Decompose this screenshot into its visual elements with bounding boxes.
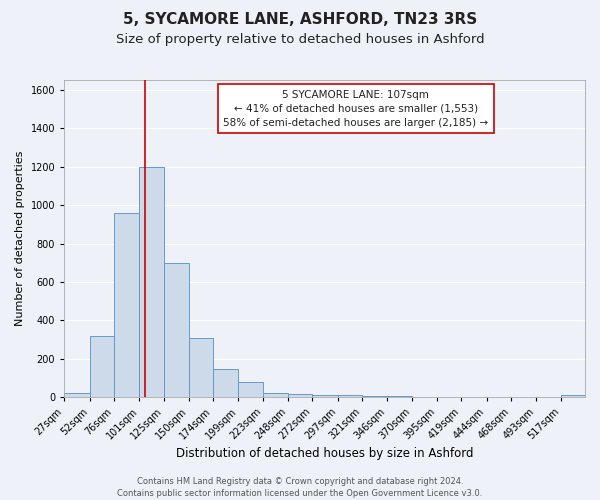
Bar bbox=[213, 368, 238, 398]
Y-axis label: Number of detached properties: Number of detached properties bbox=[15, 151, 25, 326]
Bar bbox=[560, 396, 585, 398]
Bar bbox=[164, 263, 189, 398]
Text: 5, SYCAMORE LANE, ASHFORD, TN23 3RS: 5, SYCAMORE LANE, ASHFORD, TN23 3RS bbox=[123, 12, 477, 28]
Bar bbox=[89, 336, 114, 398]
Bar bbox=[139, 166, 164, 398]
Bar bbox=[64, 392, 89, 398]
Bar bbox=[362, 396, 388, 398]
Bar bbox=[189, 338, 213, 398]
Bar bbox=[313, 394, 338, 398]
Bar bbox=[263, 392, 288, 398]
Text: Contains HM Land Registry data © Crown copyright and database right 2024.
Contai: Contains HM Land Registry data © Crown c… bbox=[118, 476, 482, 498]
Bar bbox=[238, 382, 263, 398]
X-axis label: Distribution of detached houses by size in Ashford: Distribution of detached houses by size … bbox=[176, 447, 473, 460]
Text: 5 SYCAMORE LANE: 107sqm
← 41% of detached houses are smaller (1,553)
58% of semi: 5 SYCAMORE LANE: 107sqm ← 41% of detache… bbox=[223, 90, 488, 128]
Bar bbox=[114, 212, 139, 398]
Bar bbox=[338, 396, 362, 398]
Bar bbox=[388, 396, 412, 398]
Bar bbox=[288, 394, 313, 398]
Text: Size of property relative to detached houses in Ashford: Size of property relative to detached ho… bbox=[116, 32, 484, 46]
